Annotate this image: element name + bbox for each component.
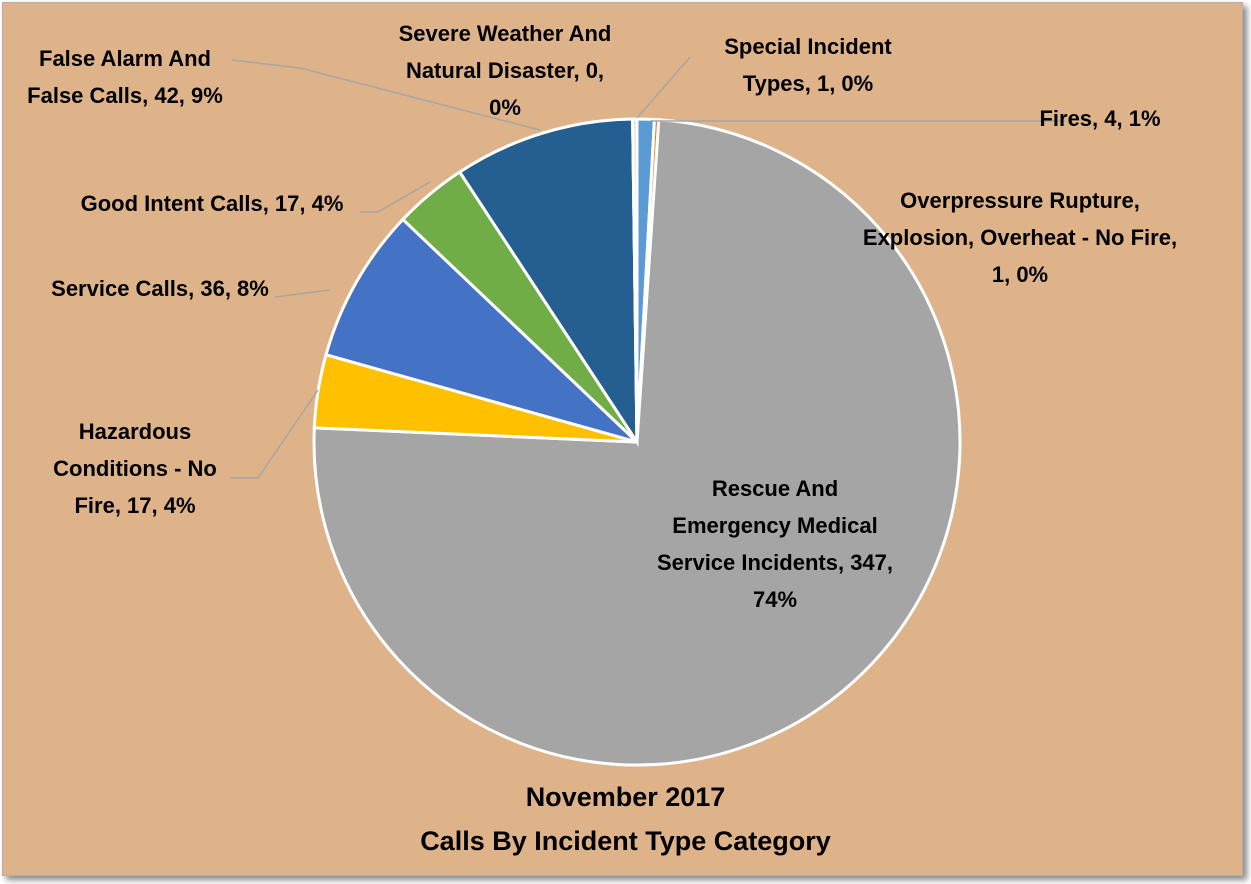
label-value: , 17, 4% — [262, 191, 344, 216]
label-value: , 4, 1% — [1092, 106, 1161, 131]
label-value: , 17, 4% — [114, 493, 196, 518]
pie-slice — [631, 117, 639, 443]
label-value: , 36, 8% — [188, 276, 269, 301]
label-name: Special Incident Types — [724, 34, 892, 96]
leader-line — [230, 389, 319, 479]
pie-slice — [457, 117, 639, 448]
leader-line — [274, 289, 331, 298]
pie-slice — [324, 217, 639, 444]
data-label: Hazardous Conditions - No Fire, 17, 4% — [35, 413, 235, 524]
label-name: Severe Weather And Natural Disaster — [398, 21, 612, 83]
leader-line — [231, 59, 541, 131]
data-label: Fires, 4, 1% — [995, 100, 1205, 137]
data-label: Overpressure Rupture, Explosion, Overhea… — [855, 182, 1185, 293]
label-name: False Alarm And False Calls — [27, 46, 211, 108]
label-name: Rescue And Emergency Medical Service Inc… — [656, 476, 878, 575]
label-name: Overpressure Rupture, Explosion, Overhea… — [862, 188, 1171, 250]
leader-line — [636, 56, 691, 119]
label-value: , 1, 0% — [804, 71, 874, 96]
data-label: Service Calls, 36, 8% — [40, 270, 280, 307]
leader-line — [360, 181, 431, 213]
data-label: Severe Weather And Natural Disaster, 0, … — [390, 15, 620, 126]
data-label: Rescue And Emergency Medical Service Inc… — [655, 470, 895, 618]
chart-title: November 2017 — [525, 782, 726, 812]
label-name: Fires — [1039, 106, 1093, 131]
label-value: , 1, 0% — [991, 225, 1178, 287]
chart-subtitle: Calls By Incident Type Category — [420, 826, 831, 856]
label-name: Hazardous Conditions - No Fire — [53, 419, 217, 518]
label-value: , 42, 9% — [142, 83, 223, 108]
data-label: Special Incident Types, 1, 0% — [688, 28, 928, 102]
data-label: Good Intent Calls, 17, 4% — [32, 185, 392, 222]
label-name: Good Intent Calls — [80, 191, 263, 216]
label-value: , 347, 74% — [752, 550, 894, 612]
label-value: , 0, 0% — [489, 58, 605, 120]
label-name: Service Calls — [51, 276, 189, 301]
data-label: False Alarm And False Calls, 42, 9% — [10, 40, 240, 114]
